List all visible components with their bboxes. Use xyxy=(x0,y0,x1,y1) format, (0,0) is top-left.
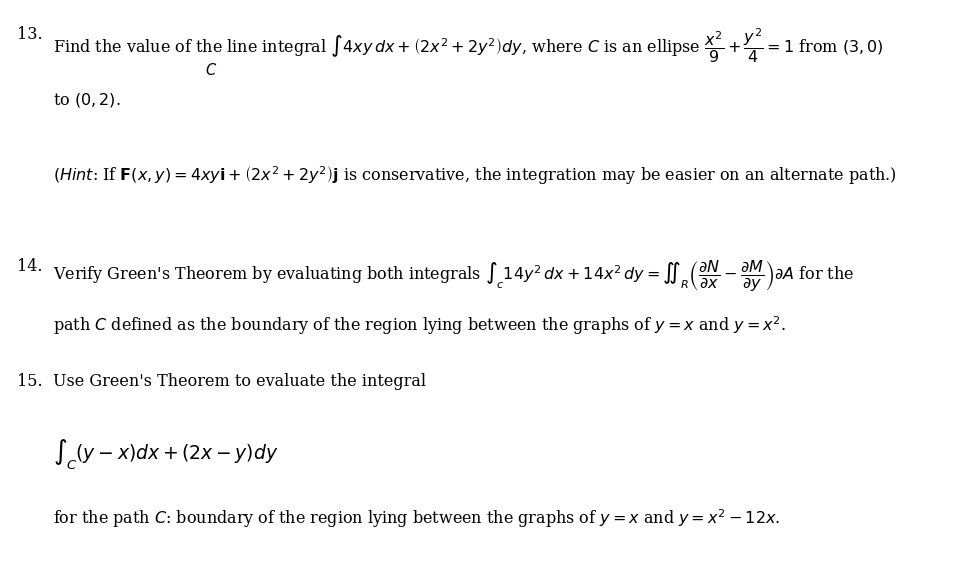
Text: 13.: 13. xyxy=(17,26,43,43)
Text: Verify Green's Theorem by evaluating both integrals $\int_c 14y^2\,dx+14x^2\,dy=: Verify Green's Theorem by evaluating bot… xyxy=(53,258,853,294)
Text: 14.: 14. xyxy=(17,258,43,275)
Text: Use Green's Theorem to evaluate the integral: Use Green's Theorem to evaluate the inte… xyxy=(53,373,426,390)
Text: to $\left(0,2\right)$.: to $\left(0,2\right)$. xyxy=(53,91,120,109)
Text: $(Hint$: If $\mathbf{F}\left(x,y\right) = 4xy\mathbf{i}+\left(2x^2+2y^2\right)\m: $(Hint$: If $\mathbf{F}\left(x,y\right) … xyxy=(53,164,896,187)
Text: 15.: 15. xyxy=(17,373,43,390)
Text: path $C$ defined as the boundary of the region lying between the graphs of $y=x$: path $C$ defined as the boundary of the … xyxy=(53,314,785,337)
Text: $\int_C \left(y-x\right)dx+\left(2x-y\right)dy$: $\int_C \left(y-x\right)dx+\left(2x-y\ri… xyxy=(53,437,278,472)
Text: for the path $C$: boundary of the region lying between the graphs of $y=x$ and $: for the path $C$: boundary of the region… xyxy=(53,508,779,531)
Text: $C$: $C$ xyxy=(205,62,217,77)
Text: Find the value of the line integral $\int 4xy\,dx+\left(2x^2+2y^2\right)dy$, whe: Find the value of the line integral $\in… xyxy=(53,26,883,65)
